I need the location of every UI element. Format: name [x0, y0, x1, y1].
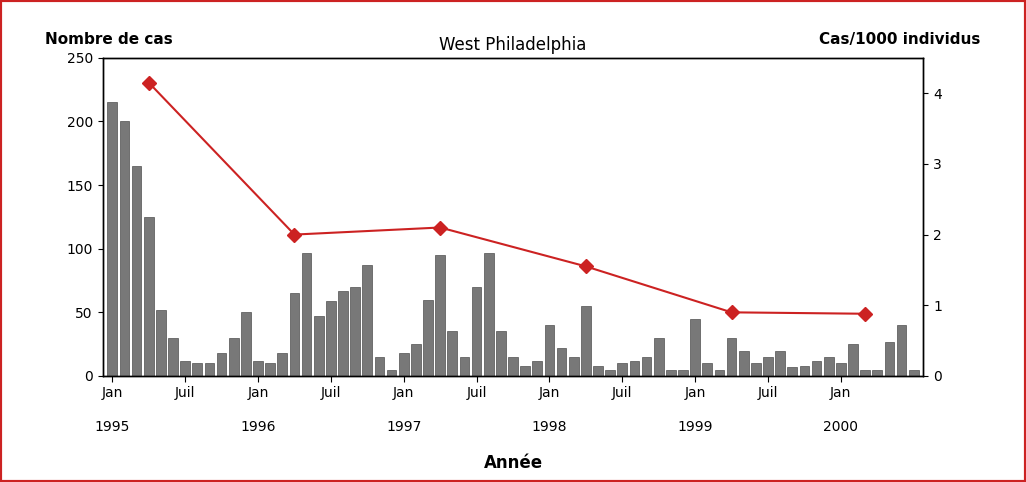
Bar: [447, 332, 458, 376]
Bar: [812, 361, 822, 376]
Text: 1998: 1998: [531, 420, 567, 434]
Bar: [181, 361, 190, 376]
Bar: [435, 255, 445, 376]
Bar: [216, 353, 227, 376]
Bar: [739, 350, 749, 376]
Bar: [508, 357, 518, 376]
Bar: [605, 370, 615, 376]
Bar: [362, 265, 372, 376]
Bar: [399, 353, 408, 376]
Bar: [568, 357, 579, 376]
Bar: [799, 366, 810, 376]
Text: 1997: 1997: [386, 420, 422, 434]
Bar: [909, 370, 918, 376]
Bar: [678, 370, 687, 376]
Bar: [144, 217, 154, 376]
Bar: [581, 306, 591, 376]
Bar: [131, 166, 142, 376]
Bar: [108, 102, 117, 376]
Bar: [763, 357, 773, 376]
Bar: [326, 301, 336, 376]
Bar: [849, 344, 858, 376]
Bar: [872, 370, 882, 376]
Bar: [532, 361, 542, 376]
Bar: [387, 370, 396, 376]
Bar: [641, 357, 652, 376]
Bar: [156, 310, 166, 376]
Bar: [423, 300, 433, 376]
Bar: [726, 338, 737, 376]
Bar: [484, 253, 494, 376]
Bar: [630, 361, 639, 376]
Bar: [654, 338, 664, 376]
Bar: [277, 353, 287, 376]
Bar: [824, 357, 833, 376]
Bar: [302, 253, 312, 376]
Text: 1995: 1995: [94, 420, 130, 434]
Bar: [714, 370, 724, 376]
Title: West Philadelphia: West Philadelphia: [439, 36, 587, 54]
Bar: [787, 367, 797, 376]
Bar: [860, 370, 870, 376]
Bar: [884, 342, 895, 376]
Bar: [241, 312, 250, 376]
Bar: [253, 361, 263, 376]
Text: Année: Année: [483, 455, 543, 472]
Bar: [545, 325, 554, 376]
Bar: [557, 348, 566, 376]
Bar: [168, 338, 177, 376]
Bar: [289, 293, 300, 376]
Text: 1996: 1996: [240, 420, 276, 434]
Bar: [229, 338, 239, 376]
Bar: [460, 357, 469, 376]
Bar: [472, 287, 481, 376]
Bar: [618, 363, 627, 376]
Text: Cas/1000 individus: Cas/1000 individus: [820, 32, 981, 47]
Bar: [703, 363, 712, 376]
Text: 1999: 1999: [677, 420, 713, 434]
Bar: [776, 350, 785, 376]
Bar: [593, 366, 603, 376]
Bar: [751, 363, 760, 376]
Bar: [266, 363, 275, 376]
Bar: [314, 316, 323, 376]
Text: 2000: 2000: [823, 420, 859, 434]
Bar: [520, 366, 530, 376]
Bar: [204, 363, 214, 376]
Bar: [496, 332, 506, 376]
Bar: [339, 291, 348, 376]
Bar: [350, 287, 360, 376]
Bar: [193, 363, 202, 376]
Bar: [374, 357, 385, 376]
Bar: [411, 344, 421, 376]
Text: Nombre de cas: Nombre de cas: [45, 32, 173, 47]
Bar: [666, 370, 676, 376]
Bar: [120, 121, 129, 376]
Bar: [690, 319, 700, 376]
Bar: [897, 325, 906, 376]
Bar: [836, 363, 845, 376]
